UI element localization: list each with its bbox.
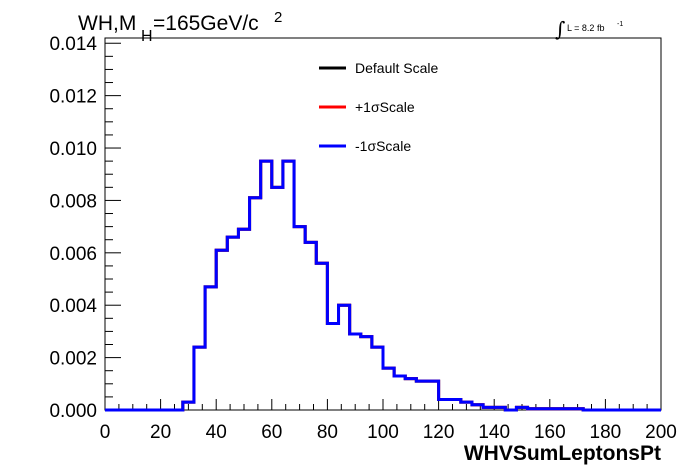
y-tick-label: 0.014 — [49, 34, 97, 55]
x-tick-label: 180 — [590, 422, 622, 443]
lumi-label: L = 8.2 fb — [567, 23, 604, 33]
x-tick-label: 200 — [645, 422, 677, 443]
x-axis-title: WHVSumLeptonsPt — [464, 442, 661, 465]
x-tick-label: 140 — [478, 422, 510, 443]
y-tick-label: 0.006 — [49, 244, 97, 265]
x-tick-label: 0 — [100, 422, 111, 443]
chart-title-main: WH,M — [78, 12, 136, 35]
y-tick-label: 0.004 — [49, 296, 97, 317]
histogram-lines — [105, 159, 661, 412]
x-tick-label: 160 — [534, 422, 566, 443]
histogram-series-default — [105, 159, 661, 412]
y-tick-label: 0.010 — [49, 139, 97, 160]
chart-title-mass: =165GeV/c — [153, 12, 259, 35]
x-axis-ticks: 0 20 40 60 80 100 120 140 160 180 200 — [100, 399, 677, 443]
lumi-integral: ∫ — [555, 17, 565, 41]
legend-label-default: Default Scale — [355, 60, 438, 76]
x-tick-label: 20 — [150, 422, 171, 443]
histogram-series-plus1sigma — [105, 159, 661, 412]
legend-label-plus1sigma: +1σScale — [355, 99, 415, 115]
y-axis-ticks: 0.000 0.002 0.004 0.006 0.008 0.010 0.012 0.014 — [49, 34, 121, 422]
y-tick-label: 0.008 — [49, 191, 97, 212]
histogram-series-minus1sigma — [105, 159, 661, 412]
chart-title-subscript: H — [141, 28, 153, 45]
y-tick-label: 0.012 — [49, 87, 97, 108]
lumi-superscript: -1 — [617, 21, 623, 28]
x-tick-label: 120 — [423, 422, 455, 443]
legend-label-minus1sigma: -1σScale — [355, 138, 411, 154]
x-tick-label: 100 — [367, 422, 399, 443]
x-tick-label: 40 — [206, 422, 227, 443]
y-tick-label: 0.000 — [49, 401, 97, 422]
chart-title-superscript: 2 — [274, 9, 282, 26]
x-tick-label: 80 — [317, 422, 338, 443]
legend: Default Scale +1σScale -1σScale — [319, 60, 438, 154]
y-tick-label: 0.002 — [49, 349, 97, 370]
x-tick-label: 60 — [261, 422, 282, 443]
